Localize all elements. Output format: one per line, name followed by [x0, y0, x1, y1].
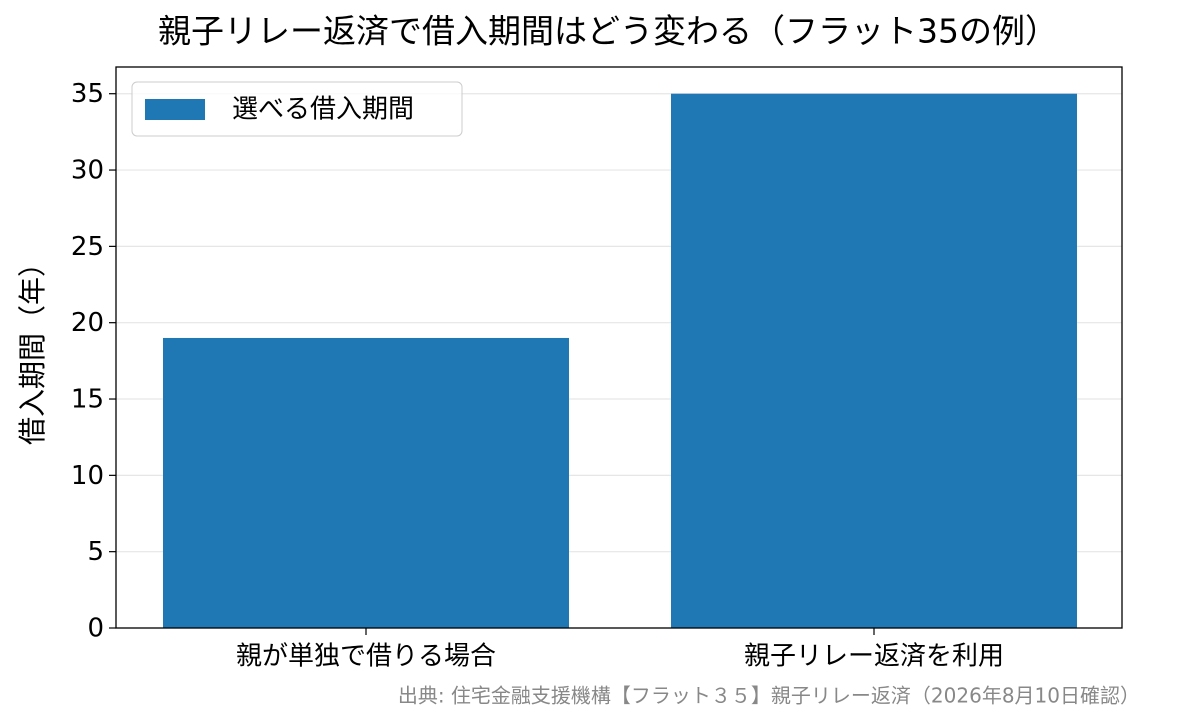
y-tick-label: 20 — [71, 308, 104, 338]
legend-box — [131, 81, 463, 137]
y-tick-label: 35 — [71, 79, 104, 109]
y-tick-label: 15 — [71, 385, 104, 415]
x-tick-label: 親が単独で借りる場合 — [236, 642, 496, 672]
y-tick-label: 5 — [87, 537, 104, 567]
y-tick-label: 25 — [71, 232, 104, 262]
y-axis-label: 借入期間（年） — [16, 249, 49, 445]
x-tick-label: 親子リレー返済を利用 — [744, 642, 1004, 672]
source-note: 出典: 住宅金融支援機構【フラット３５】親子リレー返済（2026年8月10日確認… — [398, 684, 1140, 708]
chart-title: 親子リレー返済で借入期間はどう変わる（フラット35の例） — [158, 12, 1058, 51]
bar — [671, 93, 1077, 628]
legend-swatch — [145, 99, 205, 120]
legend-label: 選べる借入期間 — [232, 95, 414, 125]
y-tick-label: 30 — [71, 156, 104, 186]
axes-frame — [115, 66, 1123, 629]
bar — [163, 337, 569, 628]
y-tick-label: 0 — [87, 614, 104, 644]
y-tick-label: 10 — [71, 461, 104, 491]
